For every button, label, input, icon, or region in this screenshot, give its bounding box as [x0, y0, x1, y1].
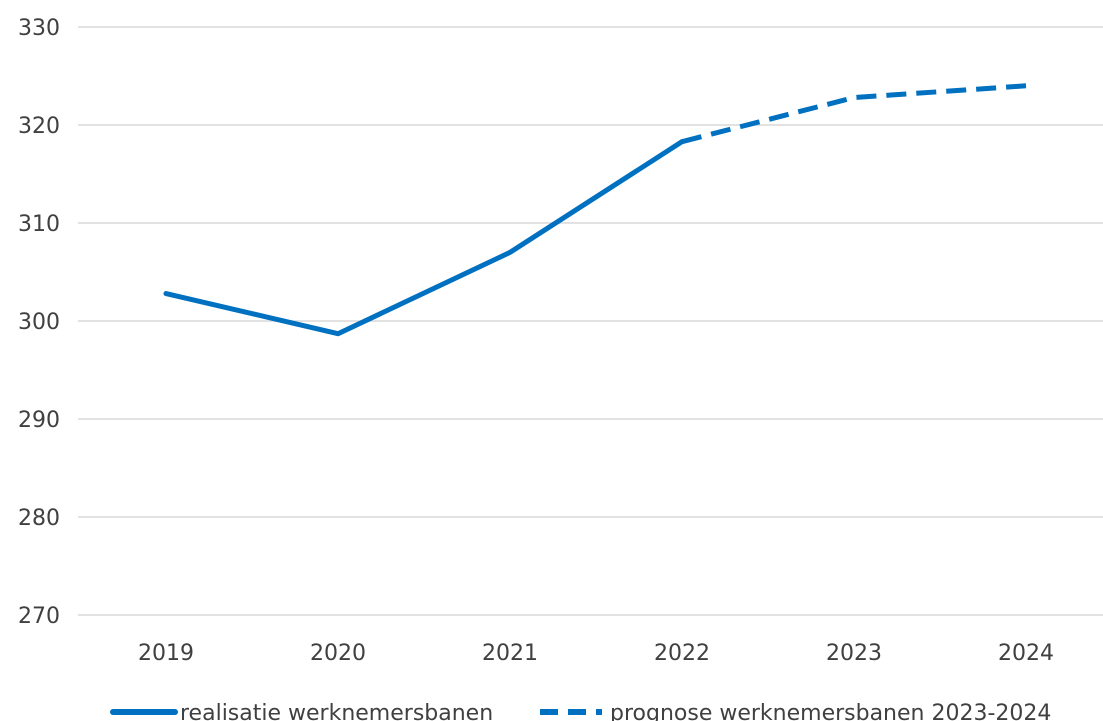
grid-layer [78, 26, 1103, 616]
x-tick-label-2019: 2019 [138, 641, 194, 666]
x-tick-label-2024: 2024 [998, 641, 1054, 666]
data-point-1-2022 [679, 139, 685, 145]
data-point-0-2019 [163, 291, 169, 297]
legend-item-prognose[interactable]: prognose werknemersbanen 2023-2024 [540, 701, 1051, 721]
x-tick-label-2020: 2020 [310, 641, 366, 666]
y-tick-label-270: 270 [18, 604, 60, 629]
series-line-1 [681, 83, 1027, 145]
x-tick-label-2023: 2023 [826, 641, 882, 666]
data-point-1-2023 [851, 95, 857, 101]
y-tick-label-310: 310 [18, 212, 60, 237]
data-point-0-2020 [335, 331, 341, 337]
series-layer [163, 83, 1029, 337]
x-tick-label-2022: 2022 [654, 641, 710, 666]
x-tick-label-2021: 2021 [482, 641, 538, 666]
legend: realisatie werknemersbanen prognose werk… [110, 701, 1051, 721]
y-tick-label-290: 290 [18, 408, 60, 433]
y-axis-ticks: 270 280 290 300 310 320 330 [18, 16, 60, 629]
y-tick-label-280: 280 [18, 506, 60, 531]
legend-label-realisatie: realisatie werknemersbanen [180, 701, 493, 721]
y-tick-label-300: 300 [18, 310, 60, 335]
series-line-0 [163, 139, 685, 337]
y-tick-label-330: 330 [18, 16, 60, 41]
legend-item-realisatie[interactable]: realisatie werknemersbanen [110, 701, 493, 721]
x-axis-ticks: 2019 2020 2021 2022 2023 2024 [138, 641, 1054, 666]
data-point-0-2021 [507, 249, 513, 255]
data-point-1-2024 [1023, 83, 1029, 89]
y-tick-label-320: 320 [18, 114, 60, 139]
legend-label-prognose: prognose werknemersbanen 2023-2024 [610, 701, 1051, 721]
